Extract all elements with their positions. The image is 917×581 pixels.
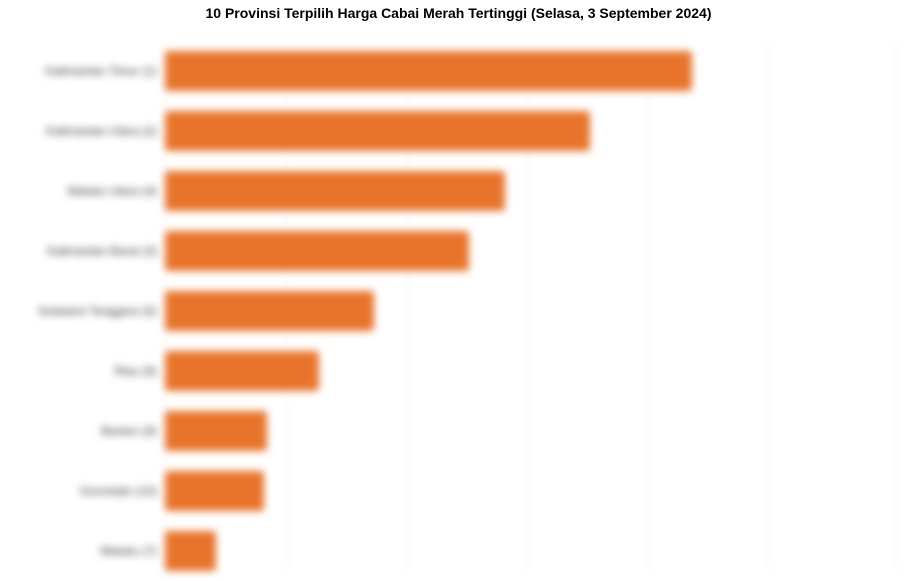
- bar-row: Maluku Utara (4): [165, 161, 897, 221]
- bar: [165, 531, 216, 571]
- bar-label: Kalimantan Barat (3): [47, 244, 165, 258]
- bar-label: Riau (6): [114, 364, 165, 378]
- bar: [165, 171, 505, 211]
- bar-label: Sulawesi Tenggara (5): [38, 304, 165, 318]
- bar-label: Maluku Utara (4): [68, 184, 165, 198]
- bar: [165, 111, 590, 151]
- bar-label: Kalimantan Timur (1): [46, 64, 165, 78]
- grid-line: [897, 41, 898, 571]
- bar: [165, 51, 692, 91]
- bar-row: Riau (6): [165, 341, 897, 401]
- bar-label: Kalimantan Utara (2): [46, 124, 165, 138]
- bar: [165, 411, 267, 451]
- bar-row: Kalimantan Barat (3): [165, 221, 897, 281]
- chart-area: Kalimantan Timur (1)Kalimantan Utara (2)…: [165, 41, 897, 571]
- bar: [165, 291, 374, 331]
- bar-row: Banten (9): [165, 401, 897, 461]
- bar: [165, 231, 469, 271]
- bar-label: Maluku (7): [100, 544, 165, 558]
- bar-row: Maluku (7): [165, 521, 897, 581]
- bar-row: Sulawesi Tenggara (5): [165, 281, 897, 341]
- bar-row: Gorontalo (10): [165, 461, 897, 521]
- bar-row: Kalimantan Utara (2): [165, 101, 897, 161]
- bars-wrapper: Kalimantan Timur (1)Kalimantan Utara (2)…: [165, 41, 897, 571]
- bar: [165, 351, 319, 391]
- bar: [165, 471, 264, 511]
- bar-row: Kalimantan Timur (1): [165, 41, 897, 101]
- bar-label: Gorontalo (10): [80, 484, 165, 498]
- chart-container: 10 Provinsi Terpilih Harga Cabai Merah T…: [0, 0, 917, 578]
- bar-label: Banten (9): [101, 424, 165, 438]
- chart-title: 10 Provinsi Terpilih Harga Cabai Merah T…: [0, 0, 917, 41]
